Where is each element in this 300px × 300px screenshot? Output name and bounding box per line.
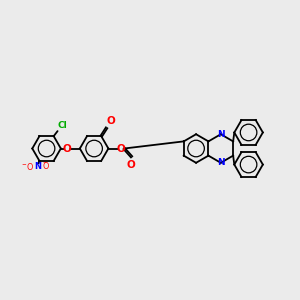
Text: O: O [62, 143, 71, 154]
Text: $^{+}$: $^{+}$ [37, 161, 42, 166]
Text: N: N [34, 162, 41, 171]
Text: O: O [127, 160, 135, 170]
Text: Cl: Cl [58, 121, 68, 130]
Text: O: O [116, 143, 125, 154]
Text: $^{-}$: $^{-}$ [42, 161, 47, 166]
Text: N: N [217, 158, 225, 167]
Text: O: O [107, 116, 116, 126]
Text: $^{-}$O: $^{-}$O [21, 161, 34, 172]
Text: N: N [217, 130, 225, 139]
Text: O: O [43, 162, 49, 171]
